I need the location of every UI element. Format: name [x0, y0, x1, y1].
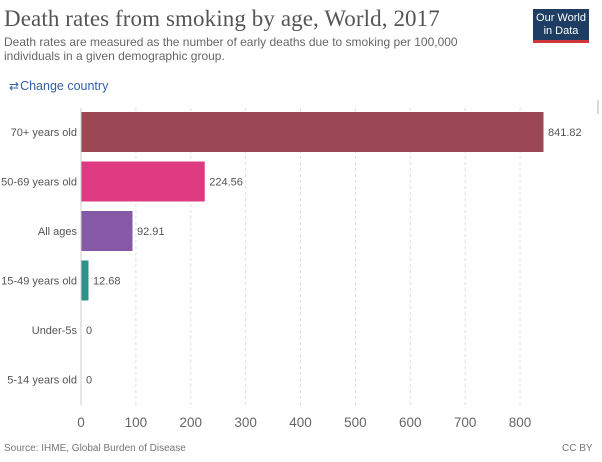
x-tick-label: 400 [289, 415, 312, 430]
value-label: 841.82 [548, 127, 582, 139]
category-label: Under-5s [32, 325, 78, 337]
value-label: 92.91 [137, 226, 165, 238]
category-label: 5-14 years old [7, 375, 77, 387]
scrollbar-thumb[interactable] [597, 100, 599, 114]
bar [81, 260, 89, 301]
value-label: 0 [86, 325, 92, 337]
x-tick-label: 200 [179, 415, 202, 430]
x-tick-label: 600 [399, 415, 422, 430]
chart-title: Death rates from smoking by age, World, … [4, 6, 440, 31]
x-tick-label: 500 [344, 415, 367, 430]
value-label: 12.68 [93, 276, 121, 288]
category-label: 70+ years old [11, 127, 77, 139]
logo-line-1: Our World [536, 12, 586, 24]
category-label: 50-69 years old [1, 177, 77, 189]
value-label: 224.56 [209, 177, 243, 189]
value-label: 0 [86, 375, 92, 387]
category-label: All ages [38, 226, 78, 238]
x-tick-label: 800 [509, 415, 532, 430]
bar [81, 211, 133, 251]
category-label: 15-49 years old [1, 276, 77, 288]
x-tick-label: 0 [77, 415, 85, 430]
change-country-button[interactable]: ⇄Change country [9, 79, 108, 93]
bar [81, 112, 544, 152]
owid-logo[interactable]: Our World in Data [533, 9, 589, 43]
source-note: Source: IHME, Global Burden of Disease [4, 443, 186, 454]
change-country-label: Change country [20, 79, 109, 93]
swap-arrows-icon: ⇄ [9, 79, 20, 93]
bar [81, 161, 205, 202]
x-tick-label: 100 [125, 415, 148, 430]
license-label: CC BY [562, 443, 593, 454]
logo-line-2: in Data [543, 25, 579, 37]
x-tick-label: 700 [454, 415, 477, 430]
chart-subtitle: Death rates are measured as the number o… [4, 35, 458, 63]
x-tick-label: 300 [234, 415, 257, 430]
